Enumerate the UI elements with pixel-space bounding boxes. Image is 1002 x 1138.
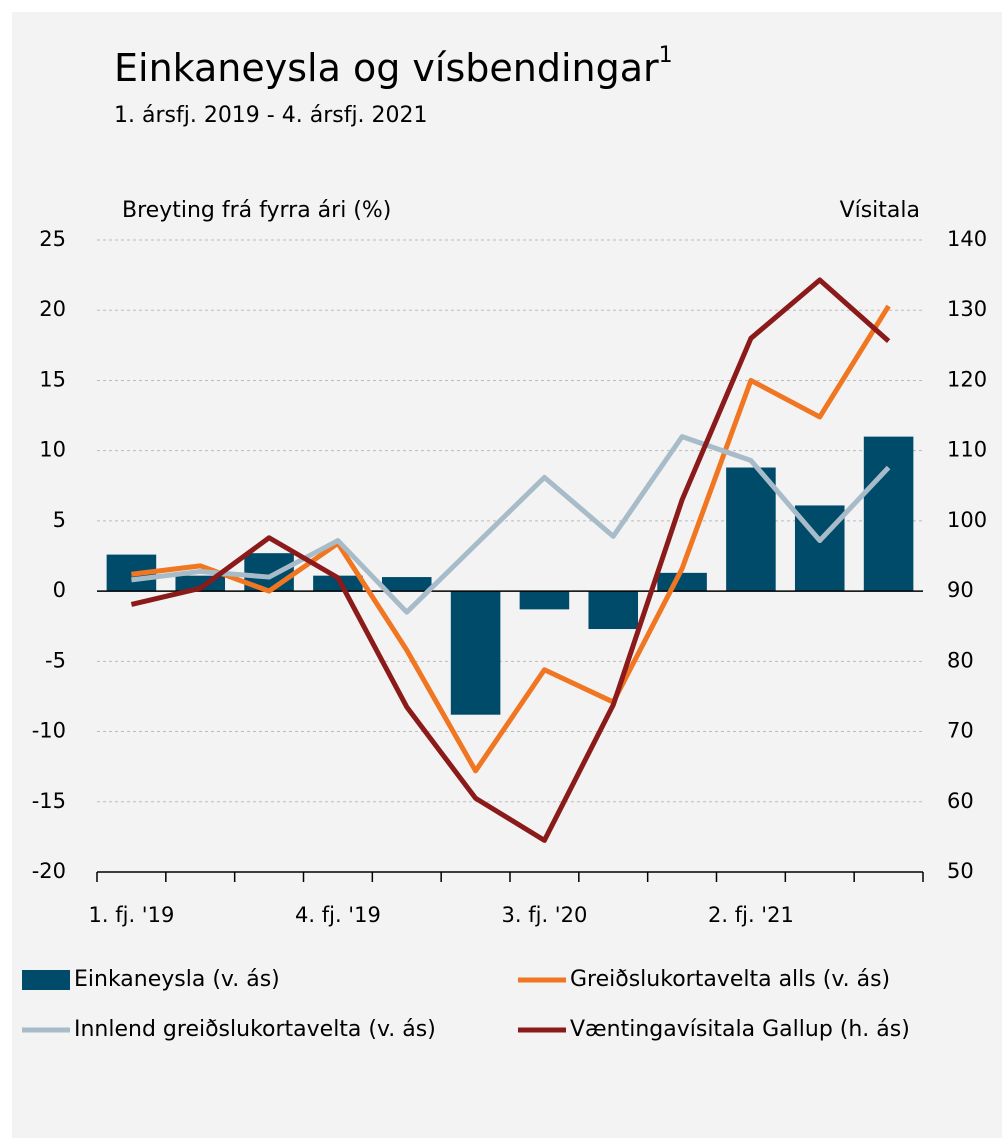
y-tick-label: 0 [53,578,66,602]
bar [313,575,363,592]
y-tick-label: -5 [45,648,66,672]
legend-label: Væntingavísitala Gallup (h. ás) [570,1017,910,1042]
x-tick-label: 3. fj. '20 [502,903,588,927]
chart-subtitle: 1. ársfj. 2019 - 4. ársfj. 2021 [114,103,428,128]
chart-title: Einkaneysla og vísbendingar1 [114,43,673,90]
title-text: Einkaneysla og vísbendingar [114,46,659,90]
line [131,304,891,774]
y2-tick-label: 70 [947,719,974,743]
bar [863,436,914,592]
y2-tick-label: 60 [947,789,974,813]
line [131,434,891,615]
y-tick-label: -10 [32,719,66,743]
legend-label: Greiðslukortavelta alls (v. ás) [570,967,890,992]
legend-label: Einkaneysla (v. ás) [74,967,280,992]
y-tick-label: 10 [39,438,66,462]
bar [588,591,639,630]
line [130,277,891,843]
y2-axis-label: Vísitala [840,198,920,223]
title-note: 1 [659,43,673,68]
bar [726,467,776,592]
y2-tick-label: 110 [947,438,987,462]
x-tick-label: 2. fj. '21 [708,903,794,927]
legend-label: Innlend greiðslukortavelta (v. ás) [74,1017,436,1042]
x-tick-label: 1. fj. '19 [89,903,175,927]
y-tick-label: -15 [32,789,66,813]
bar [450,591,501,715]
y-axis-label: Breyting frá fyrra ári (%) [122,198,391,223]
y-tick-label: 20 [39,297,66,321]
bar [519,591,570,610]
y2-tick-label: 80 [947,648,974,672]
y-tick-label: 5 [53,508,66,532]
legend-swatch [22,970,70,990]
y2-tick-label: 100 [947,508,987,532]
y2-tick-label: 120 [947,367,987,391]
y2-tick-label: 130 [947,297,987,321]
y2-tick-label: 90 [947,578,974,602]
y-tick-label: 15 [39,367,66,391]
y-tick-label: -20 [32,859,66,883]
bar [381,577,432,592]
y2-tick-label: 50 [947,859,974,883]
y2-tick-label: 140 [947,227,987,251]
y-tick-label: 25 [39,227,66,251]
bar [657,572,707,592]
x-tick-label: 4. fj. '19 [295,903,381,927]
